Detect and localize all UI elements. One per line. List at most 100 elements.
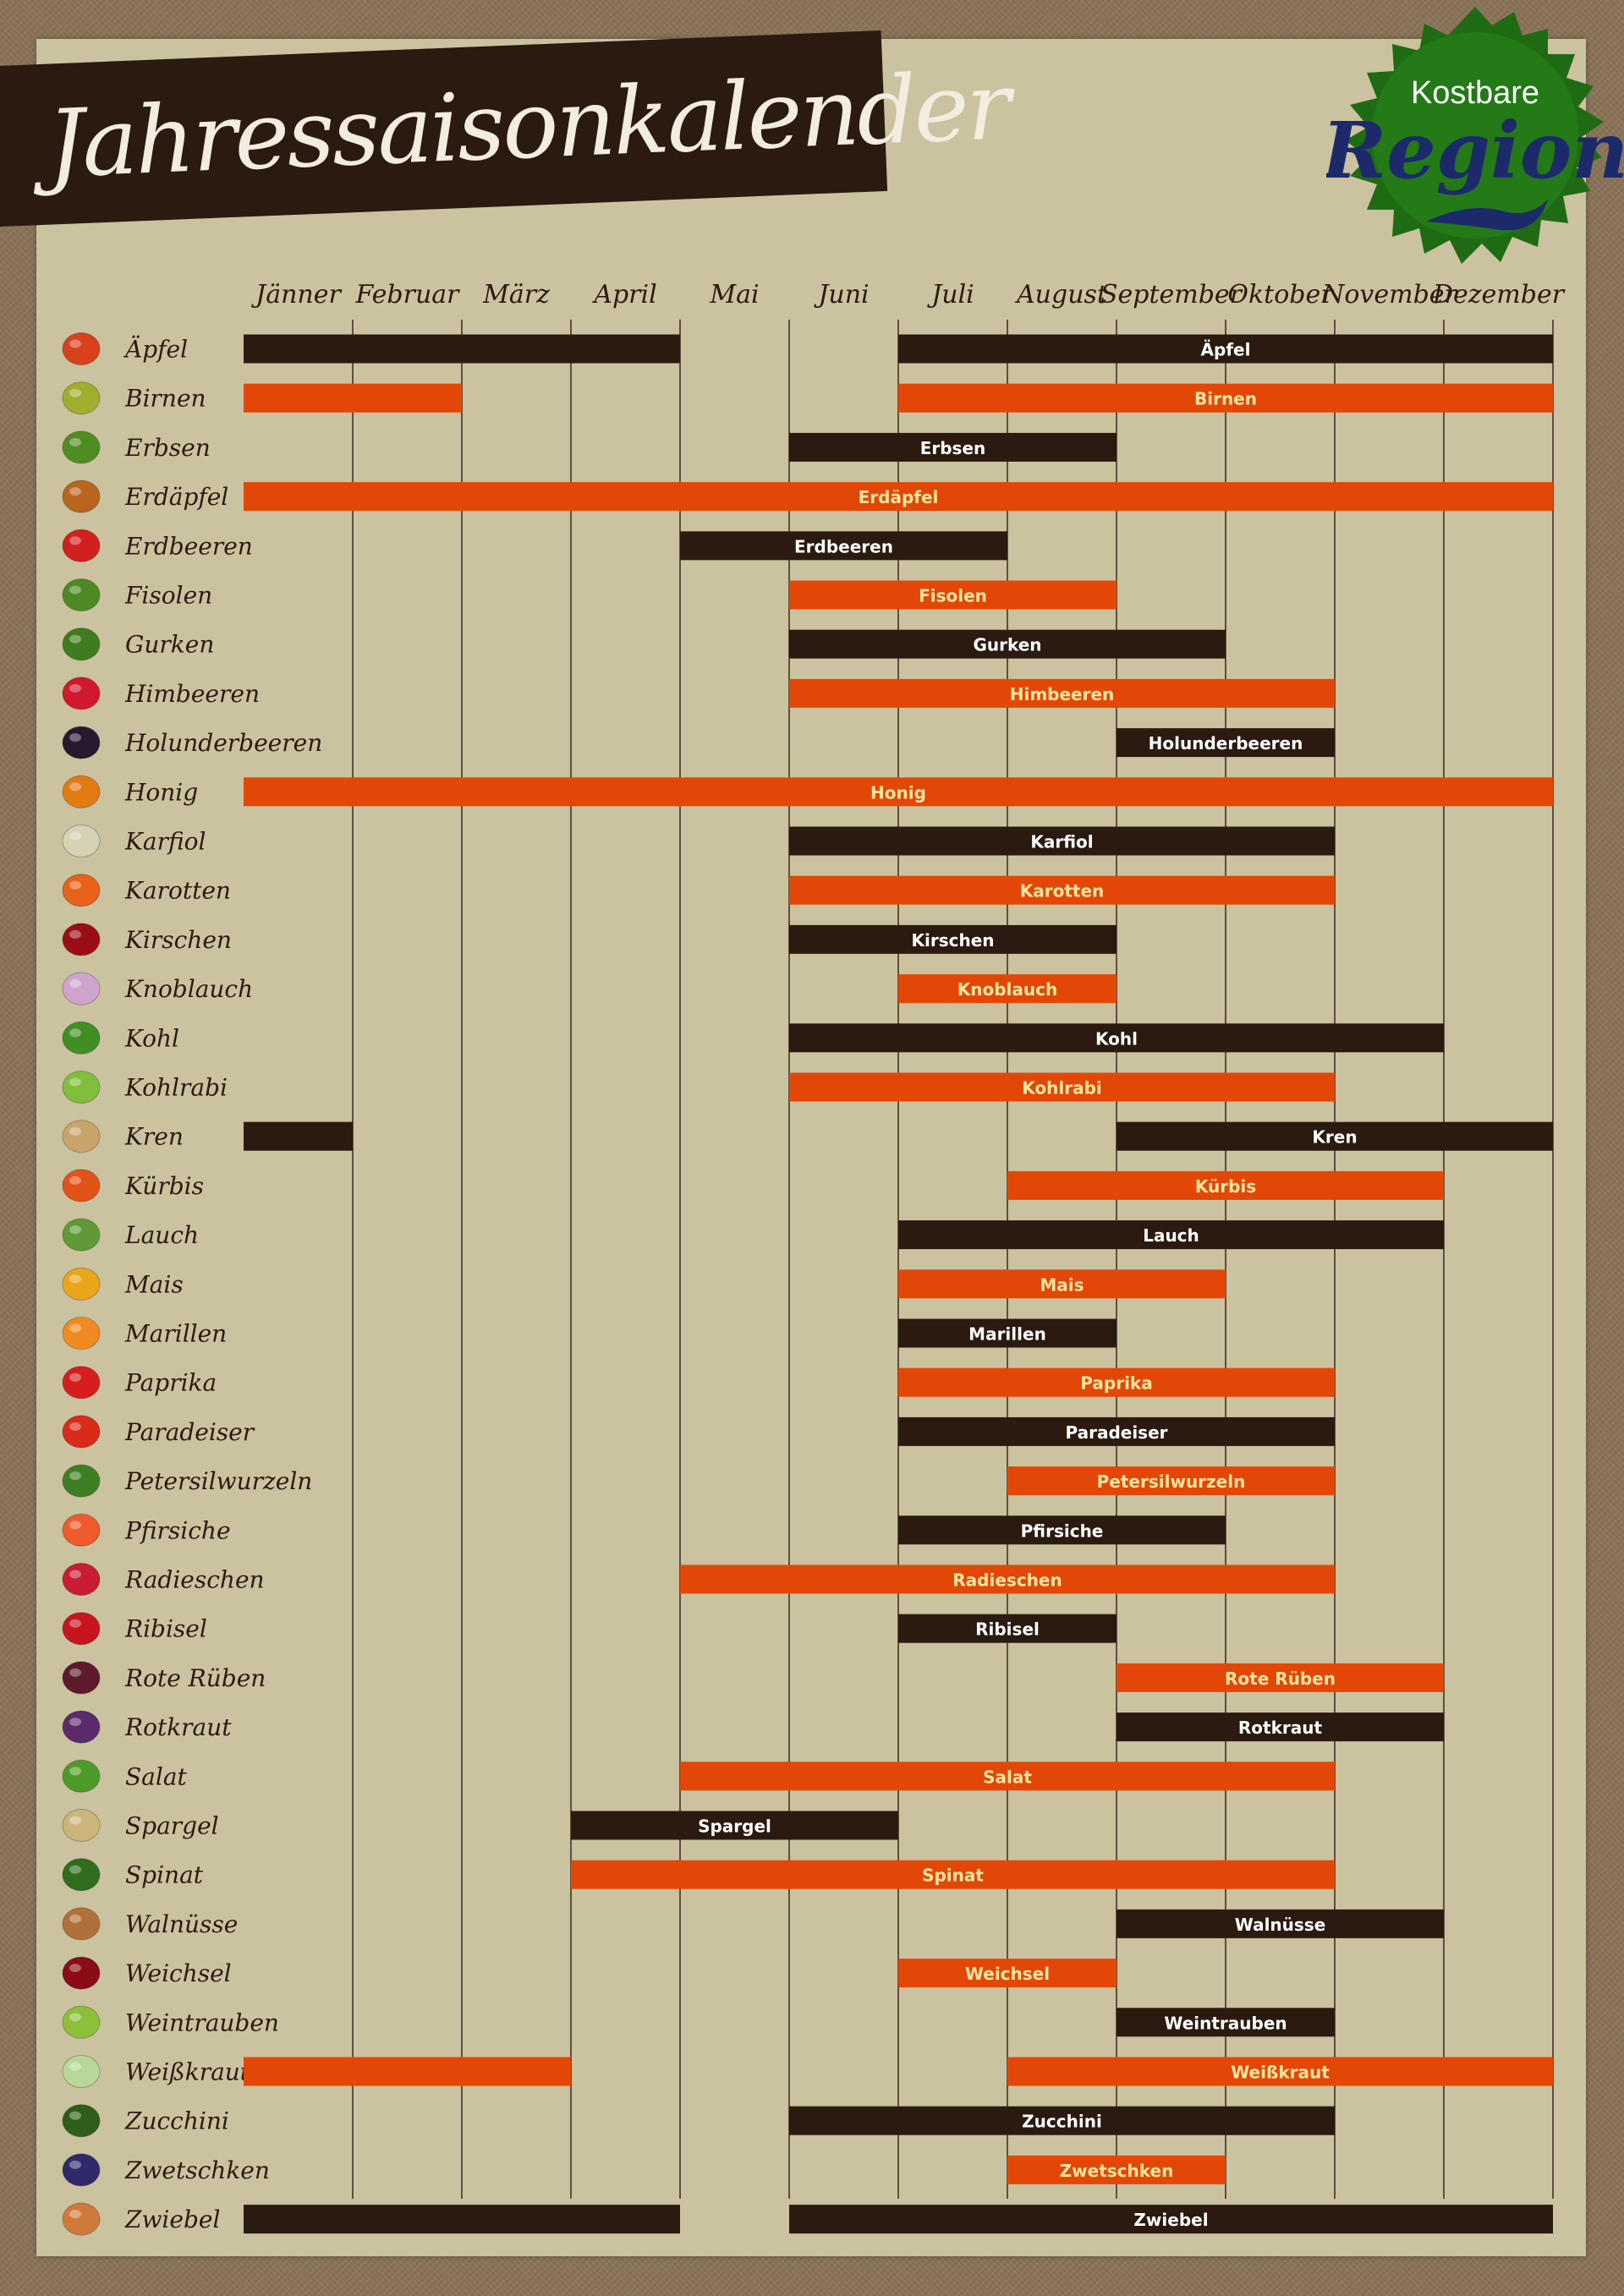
icon-highlight [69,1964,81,1973]
icon-highlight [69,1668,81,1677]
bar-label: Rotkraut [1238,1718,1323,1738]
icon-highlight [69,831,81,841]
pumpkin-icon [62,1169,101,1203]
bar-label: Weißkraut [1231,2063,1330,2083]
icon-highlight [69,1274,81,1284]
bar-label: Kren [1312,1127,1357,1148]
apple-icon [62,332,101,365]
icon-highlight [69,2210,81,2219]
icon-highlight [69,683,81,693]
radish-icon [62,1563,101,1596]
row-label: Knoblauch [124,975,253,1003]
icon-highlight [69,1914,81,1923]
bar-label: Honig [870,782,926,803]
bar-label: Rote Rüben [1225,1669,1336,1689]
cauliflower-icon [62,825,101,858]
bar-label: Kürbis [1195,1176,1256,1197]
season-bar [244,2057,571,2086]
carrot-icon [62,874,101,907]
season-bar [1116,1712,1444,1742]
bar-label: Karfiol [1030,832,1093,852]
row-label: Pfirsiche [124,1516,231,1544]
row-label: Zwetschken [124,2156,270,2184]
bar-label: Äpfel [1201,340,1251,360]
season-bar [1116,728,1335,758]
row-label: Kren [124,1123,184,1151]
icon-highlight [69,880,81,890]
bar-label: Gurken [973,635,1041,655]
icon-highlight [69,1767,81,1776]
row-label: Himbeeren [124,680,260,708]
season-bar [789,432,1116,462]
icon-highlight [69,487,81,496]
bar-label: Zucchini [1022,2112,1102,2132]
row-label: Fisolen [124,582,212,610]
season-bar [244,2205,680,2234]
bar-label: Ribisel [975,1619,1040,1640]
row-label: Salat [125,1762,188,1790]
month-label: August [1014,280,1108,310]
bar-label: Holunderbeeren [1149,733,1303,753]
icon-highlight [69,1865,81,1874]
bar-label: Kohl [1095,1028,1138,1049]
icon-highlight [69,2013,81,2022]
icon-highlight [69,1471,81,1481]
bar-label: Walnüsse [1235,1915,1326,1935]
season-bar [1007,1466,1335,1496]
bar-label: Pfirsiche [1021,1521,1104,1541]
icon-highlight [69,634,81,644]
cucumber-icon [62,627,101,661]
season-bar [244,383,462,413]
pepper-icon [62,1366,101,1400]
plum-icon [62,2153,101,2187]
row-label: Rotkraut [124,1713,232,1741]
parsley-root-icon [62,1464,101,1498]
season-bar [898,383,1553,413]
logo-top-text: Kostbare [1411,75,1539,111]
row-label: Erdbeeren [124,532,253,560]
row-label: Mais [124,1270,184,1298]
row-label: Äpfel [123,336,188,364]
month-label: Oktober [1227,280,1334,310]
potato-icon [62,479,101,513]
honey-jar-icon [62,775,101,808]
icon-highlight [69,782,81,792]
icon-highlight [69,1373,81,1382]
walnut-icon [62,1907,101,1941]
season-bar [1007,1170,1444,1200]
month-label: November [1321,280,1457,310]
row-label: Petersilwurzeln [124,1467,312,1495]
bar-label: Salat [983,1767,1032,1787]
row-label: Ribisel [124,1615,207,1643]
season-bar [898,1417,1335,1446]
season-bar [1116,1909,1444,1938]
bar-label: Fisolen [919,586,987,606]
row-label: Kohl [124,1024,179,1052]
bar-label: Himbeeren [1010,684,1115,704]
icon-highlight [69,733,81,743]
month-label: Juli [926,280,974,310]
season-bar [789,629,1226,659]
month-label: Juni [813,280,869,310]
season-bar [244,334,680,364]
red-cabbage-icon [62,1710,101,1744]
season-bar [1116,1121,1553,1151]
icon-highlight [69,1077,81,1087]
strawberry-icon [62,529,101,562]
season-bar [680,1564,1335,1594]
bar-label: Petersilwurzeln [1097,1471,1246,1492]
bar-label: Spinat [922,1866,984,1886]
season-bar [898,1220,1444,1250]
season-bar [898,1614,1116,1643]
season-bar [898,334,1553,364]
bar-label: Paprika [1080,1373,1152,1394]
pear-icon [62,381,101,415]
icon-highlight [69,339,81,348]
icon-highlight [69,1028,81,1038]
cabbage-icon [62,1021,101,1055]
season-bar [571,1860,1335,1889]
bar-label: Mais [1040,1274,1084,1295]
spinach-icon [62,1858,101,1892]
row-label: Spinat [125,1861,204,1889]
